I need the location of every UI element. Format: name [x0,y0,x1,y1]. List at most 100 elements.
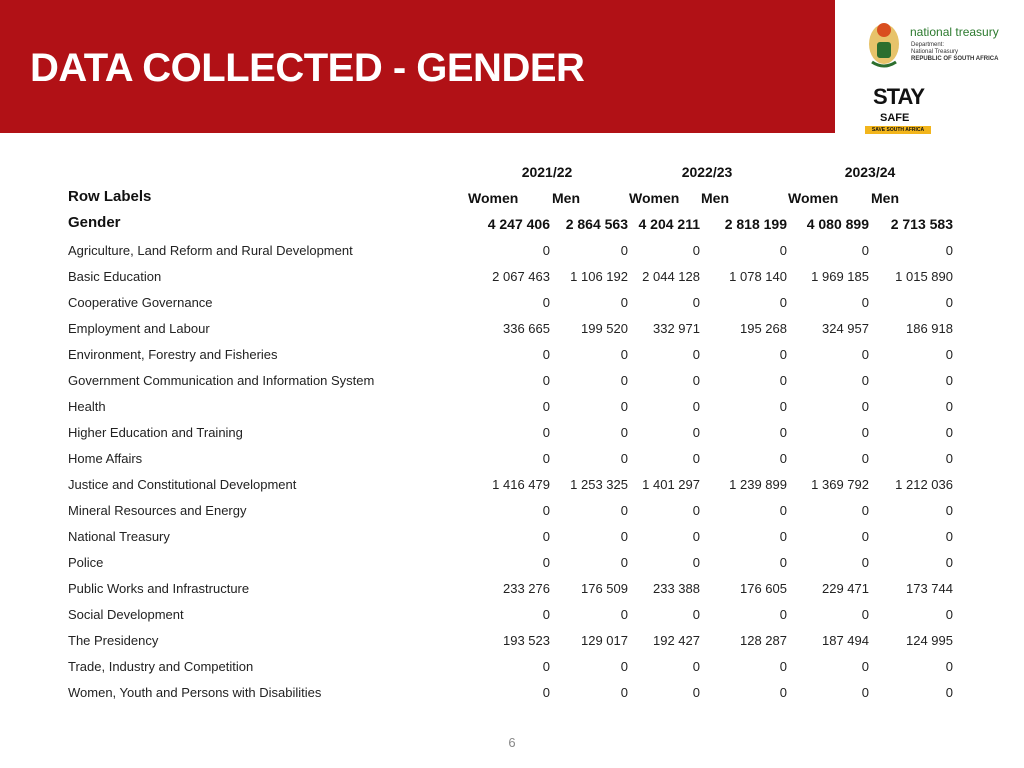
row-label: The Presidency [68,633,159,648]
cell-value: 0 [620,503,628,518]
cell-value: 0 [692,529,700,544]
total-value: 2 818 199 [724,216,787,232]
cell-value: 0 [692,243,700,258]
cell-value: 1 239 899 [729,477,787,492]
total-value: 4 247 406 [487,216,550,232]
cell-value: 0 [945,451,953,466]
cell-value: 1 369 792 [811,477,869,492]
cell-value: 0 [542,243,550,258]
cell-value: 0 [779,555,787,570]
cell-value: 0 [861,503,869,518]
cell-value: 199 520 [581,321,628,336]
cell-value: 0 [861,451,869,466]
cell-value: 0 [620,425,628,440]
stay-safe-sub: SAFE [880,112,910,124]
column-header: Women [629,190,680,206]
row-label: Trade, Industry and Competition [68,659,254,674]
cell-value: 1 078 140 [729,269,787,284]
cell-value: 0 [779,451,787,466]
cell-value: 0 [861,243,869,258]
column-header: Women [788,190,839,206]
treasury-line: National Treasury [911,49,959,55]
cell-value: 0 [620,295,628,310]
row-label: Higher Education and Training [68,425,243,440]
cell-value: 0 [945,529,953,544]
row-labels-heading: Row Labels [68,188,152,205]
row-label: Employment and Labour [68,321,210,336]
column-header: Men [871,190,899,206]
cell-value: 0 [861,295,869,310]
cell-value: 233 276 [503,581,550,596]
row-label: Home Affairs [68,451,143,466]
cell-value: 0 [542,659,550,674]
cell-value: 176 509 [581,581,628,596]
cell-value: 0 [779,659,787,674]
cell-value: 1 106 192 [570,269,628,284]
cell-value: 0 [779,425,787,440]
cell-value: 0 [620,451,628,466]
total-value: 2 864 563 [565,216,628,232]
cell-value: 0 [779,503,787,518]
cell-value: 193 523 [503,633,550,648]
cell-value: 0 [779,243,787,258]
cell-value: 0 [861,685,869,700]
cell-value: 0 [945,373,953,388]
cell-value: 0 [945,607,953,622]
cell-value: 0 [779,347,787,362]
cell-value: 0 [945,555,953,570]
cell-value: 0 [620,607,628,622]
row-label: Mineral Resources and Energy [68,503,247,518]
cell-value: 0 [542,295,550,310]
total-label: Gender [68,214,121,231]
cell-value: 0 [861,425,869,440]
cell-value: 124 995 [906,633,953,648]
cell-value: 0 [542,373,550,388]
cell-value: 324 957 [822,321,869,336]
cell-value: 0 [692,373,700,388]
cell-value: 0 [692,555,700,570]
cell-value: 0 [945,347,953,362]
coat-of-arms [869,23,899,68]
cell-value: 0 [779,607,787,622]
cell-value: 0 [620,373,628,388]
header-band [0,0,835,133]
cell-value: 176 605 [740,581,787,596]
cell-value: 195 268 [740,321,787,336]
cell-value: 187 494 [822,633,869,648]
cell-value: 0 [945,685,953,700]
treasury-line: Department: [911,42,945,48]
cell-value: 0 [620,399,628,414]
cell-value: 0 [620,659,628,674]
cell-value: 2 067 463 [492,269,550,284]
cell-value: 0 [542,529,550,544]
column-header: Women [468,190,519,206]
cell-value: 0 [692,399,700,414]
cell-value: 173 744 [906,581,953,596]
cell-value: 128 287 [740,633,787,648]
cell-value: 336 665 [503,321,550,336]
cell-value: 0 [861,373,869,388]
row-label: Public Works and Infrastructure [68,581,250,596]
cell-value: 0 [692,425,700,440]
cell-value: 0 [692,347,700,362]
cell-value: 1 253 325 [570,477,628,492]
cell-value: 1 416 479 [492,477,550,492]
cell-value: 1 969 185 [811,269,869,284]
slide-title: DATA COLLECTED - GENDER [30,46,585,90]
row-label: Women, Youth and Persons with Disabiliti… [68,685,322,700]
cell-value: 1 212 036 [895,477,953,492]
cell-value: 233 388 [653,581,700,596]
row-label: Agriculture, Land Reform and Rural Devel… [68,243,353,258]
cell-value: 0 [945,399,953,414]
cell-value: 0 [542,503,550,518]
cell-value: 0 [692,295,700,310]
cell-value: 0 [779,373,787,388]
cell-value: 0 [692,607,700,622]
cell-value: 0 [542,555,550,570]
cell-value: 0 [620,555,628,570]
row-label: Justice and Constitutional Development [68,477,297,492]
row-label: Health [68,399,106,414]
year-header: 2021/22 [521,164,573,180]
cell-value: 0 [945,425,953,440]
